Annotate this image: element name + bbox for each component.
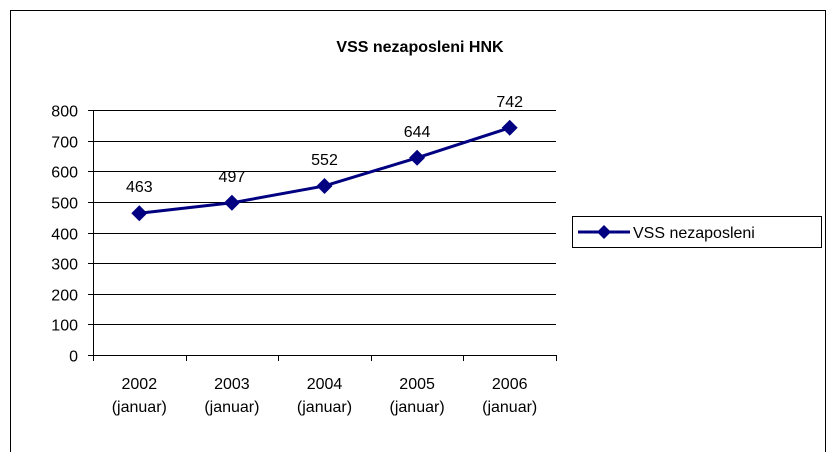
- data-label: 497: [219, 169, 246, 186]
- y-tick-label: 200: [51, 288, 78, 305]
- y-tick-label: 800: [51, 104, 78, 121]
- legend-marker: [597, 225, 611, 239]
- y-tick-label: 600: [51, 165, 78, 182]
- x-tick-label: 2004 (januar): [297, 376, 352, 416]
- chart-title: VSS nezaposleni HNK: [336, 39, 504, 56]
- y-tick-label: 0: [69, 349, 78, 366]
- data-label: 644: [404, 124, 431, 141]
- y-tick-label: 700: [51, 135, 78, 152]
- x-tick-label: 2003 (januar): [204, 376, 259, 416]
- legend-label: VSS nezaposleni: [633, 225, 755, 242]
- data-label: 552: [311, 152, 338, 169]
- y-tick-label: 500: [51, 196, 78, 213]
- point-marker: [316, 177, 333, 194]
- y-tick-label: 100: [51, 318, 78, 335]
- point-marker: [131, 205, 148, 222]
- x-tick-label: 2005 (januar): [390, 376, 445, 416]
- y-tick-label: 400: [51, 227, 78, 244]
- point-marker: [223, 194, 240, 211]
- x-tick-label: 2002 (januar): [112, 376, 167, 416]
- x-tick-label: 2006 (januar): [482, 376, 537, 416]
- data-label: 463: [126, 179, 153, 196]
- data-label: 742: [496, 94, 523, 111]
- y-tick-label: 300: [51, 257, 78, 274]
- point-marker: [409, 149, 426, 166]
- point-marker: [501, 119, 518, 136]
